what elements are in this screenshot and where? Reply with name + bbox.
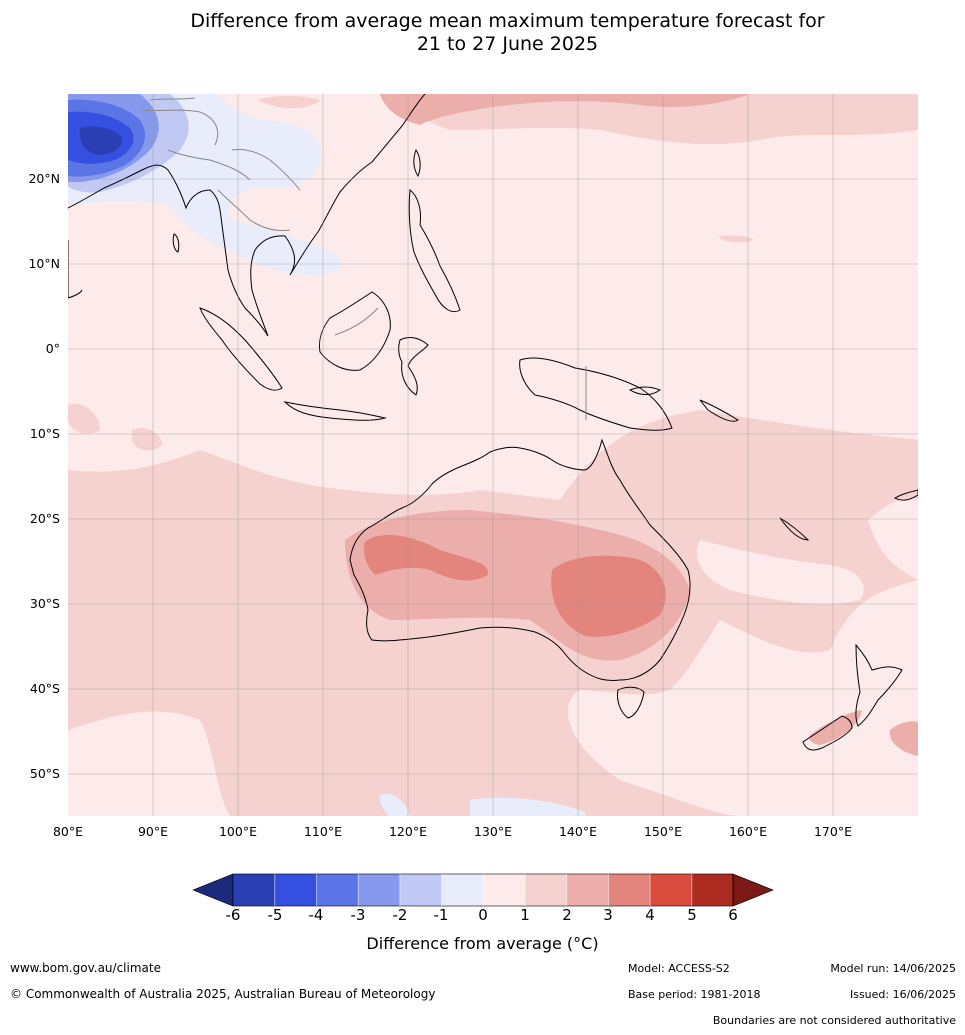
lat-label-20s: 20°S	[29, 511, 60, 526]
anomaly-region-2-3-north	[380, 94, 750, 125]
lat-label-20n: 20°N	[28, 171, 60, 186]
anomaly-region-1-2-small-b	[132, 427, 162, 451]
lon-label-130e: 130°E	[473, 824, 512, 839]
lon-label-90e: 90°E	[137, 824, 169, 839]
footer-website: www.bom.gov.au/climate	[10, 961, 161, 975]
boundary-asia-a	[141, 109, 219, 146]
lon-label-80e: 80°E	[52, 824, 84, 839]
coastline-asia-mainland	[68, 94, 426, 337]
colorbar-tick-m1: -1	[433, 906, 449, 924]
colorbar-above-max	[732, 873, 774, 907]
coastline-new-caledonia	[779, 517, 810, 541]
map-title: Difference from average mean maximum tem…	[0, 10, 965, 56]
colorbar-bin-2-3	[566, 874, 609, 906]
lon-label-110e: 110°E	[303, 824, 342, 839]
lon-label-160e: 160°E	[728, 824, 767, 839]
lon-label-150e: 150°E	[643, 824, 682, 839]
coastline-new-britain	[628, 386, 662, 395]
coastline-australia	[349, 438, 691, 681]
anomaly-region-m1-0-south-b	[379, 793, 410, 816]
anomaly-region-1-2-nw	[258, 95, 320, 109]
colorbar-tick-m3: -3	[350, 906, 366, 924]
anomaly-region-2-3-east	[889, 721, 918, 756]
anomaly-region-2-3-nz	[809, 710, 862, 745]
colorbar-tick-4: 4	[645, 906, 655, 924]
colorbar-bin-m5-m4	[274, 874, 317, 906]
colorbar-bin-m3-m2	[358, 874, 400, 906]
coastline-nz-south	[802, 715, 853, 751]
map-plot-area	[68, 94, 918, 816]
colorbar-tick-m6: -6	[225, 906, 241, 924]
coastline-philippines	[408, 189, 461, 313]
footer-disclaimer: Boundaries are not considered authoritat…	[712, 1014, 956, 1027]
colorbar-bin-5-6	[691, 874, 733, 906]
lon-label-140e: 140°E	[558, 824, 597, 839]
lat-label-50s: 50°S	[29, 766, 60, 781]
footer-model: Model: ACCESS-S2	[628, 962, 730, 975]
country-boundaries	[141, 97, 587, 420]
anomaly-region-3-4-west	[363, 535, 489, 581]
lon-label-170e: 170°E	[813, 824, 852, 839]
lat-label-40s: 40°S	[29, 681, 60, 696]
colorbar-label: Difference from average (°C)	[366, 934, 599, 953]
boundary-asia-d	[231, 149, 301, 191]
colorbar-tick-1: 1	[520, 906, 530, 924]
footer-copyright: © Commonwealth of Australia 2025, Austra…	[10, 987, 436, 1001]
colorbar-below-min	[192, 873, 234, 907]
footer-base-period: Base period: 1981-2018	[628, 988, 761, 1001]
colorbar-tick-2: 2	[562, 906, 572, 924]
lat-label-10n: 10°N	[28, 256, 60, 271]
coastline-new-guinea	[519, 357, 673, 431]
colorbar-bin-1-2	[525, 874, 567, 906]
coastline-java	[283, 401, 387, 421]
graticule	[68, 94, 918, 816]
map-title-line2: 21 to 27 June 2025	[416, 33, 599, 55]
anomaly-region-1-2-nz-east	[868, 498, 918, 580]
lat-label-30s: 30°S	[29, 596, 60, 611]
anomaly-region-1-2-small-d	[718, 235, 754, 243]
colorbar-bin-3-4	[608, 874, 651, 906]
boundary-asia-c	[217, 189, 291, 231]
colorbar-bin-0-1	[483, 874, 525, 906]
temperature-anomaly-map	[68, 94, 918, 816]
map-title-line1: Difference from average mean maximum tem…	[190, 10, 825, 32]
colorbar-bin-4-5	[650, 874, 692, 906]
coastline-sri-lanka	[172, 233, 180, 253]
colorbar-bin-m2-m1	[399, 874, 442, 906]
anomaly-region-m6-m5-asia	[79, 126, 123, 155]
coastline-sulawesi	[398, 337, 429, 396]
coastline-taiwan	[413, 148, 421, 178]
coastline-solomons	[699, 399, 739, 422]
anomaly-region-1-2-north	[416, 94, 918, 145]
colorbar-bin-m4-m3	[316, 874, 359, 906]
lon-label-120e: 120°E	[388, 824, 427, 839]
colorbar-outline	[232, 873, 734, 907]
coastline-india-west	[68, 240, 83, 299]
colorbar-tick-m5: -5	[267, 906, 283, 924]
colorbar-tick-m4: -4	[308, 906, 324, 924]
anomaly-region-3-4-east	[551, 555, 666, 637]
boundary-borneo	[334, 307, 379, 336]
lat-label-10s: 10°S	[29, 426, 60, 441]
lat-label-0: 0°	[45, 341, 60, 356]
colorbar-tick-5: 5	[687, 906, 697, 924]
colorbar-bin-m1-0	[441, 874, 484, 906]
coastline-tasmania	[617, 686, 645, 719]
coastline-fiji	[893, 489, 918, 501]
boundary-asia-e	[149, 97, 196, 101]
footer-model-run: Model run: 14/06/2025	[830, 962, 956, 975]
colorbar-tick-m2: -2	[392, 906, 408, 924]
colorbar-tick-3: 3	[603, 906, 613, 924]
lon-label-100e: 100°E	[218, 824, 257, 839]
anomaly-region-m1-0-south-a	[470, 797, 585, 816]
anomaly-region-1-2-sea-se	[696, 540, 864, 605]
footer-issued: Issued: 16/06/2025	[849, 988, 956, 1001]
colorbar-bin-m6-m5	[233, 874, 275, 906]
anomaly-region-1-2-small-a	[68, 404, 100, 435]
coastline-sumatra	[199, 307, 283, 391]
coastline-nz-north	[855, 643, 903, 727]
colorbar-tick-6: 6	[728, 906, 738, 924]
colorbar-tick-0: 0	[478, 906, 488, 924]
boundary-asia-b	[167, 149, 251, 181]
